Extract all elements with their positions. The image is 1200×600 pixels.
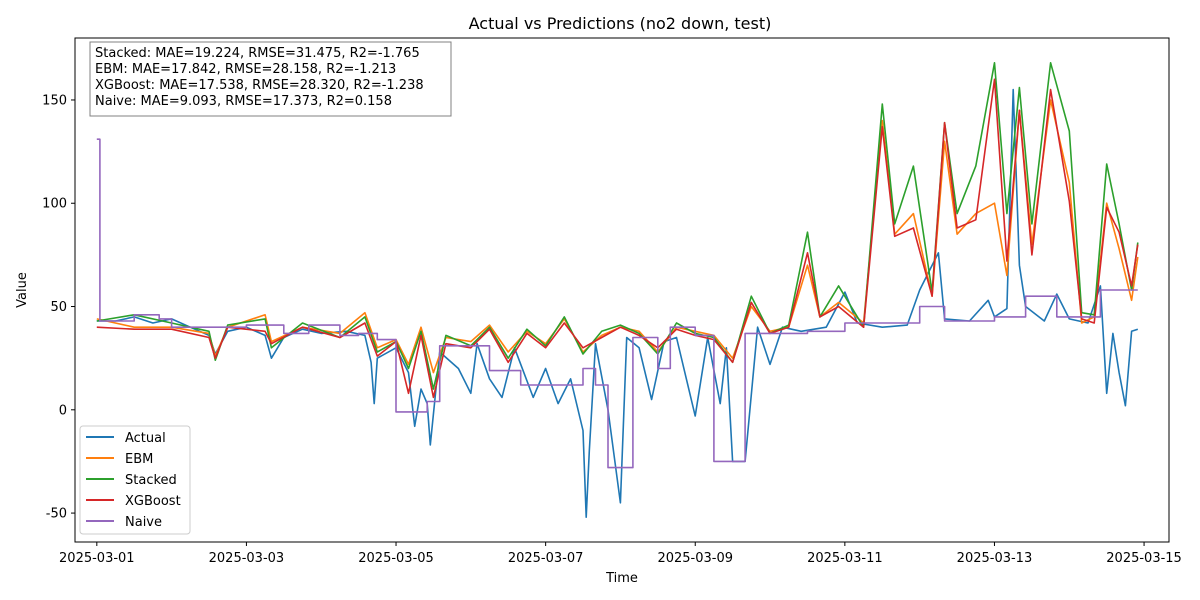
y-axis: -50 0 50 100 150 [42,93,75,522]
legend-label-actual: Actual [125,431,166,446]
y-tick-label: 100 [42,197,67,212]
metrics-line: Naive: MAE=9.093, RMSE=17.373, R2=0.158 [95,94,392,109]
x-tick-label: 2025-03-03 [209,551,285,566]
x-tick-label: 2025-03-07 [508,551,584,566]
plot-area [96,62,1139,518]
y-axis-label: Value [15,272,30,308]
chart-title: Actual vs Predictions (no2 down, test) [469,14,772,33]
plot-frame [74,37,1170,543]
x-axis: 2025-03-01 2025-03-03 2025-03-05 2025-03-07… [59,542,1182,566]
x-tick-label: 2025-03-11 [807,551,883,566]
series-line-xgboost [96,78,1139,399]
legend-label-naive: Naive [125,515,162,530]
metrics-line: XGBoost: MAE=17.538, RMSE=28.320, R2=-1.… [95,78,424,93]
x-tick-label: 2025-03-09 [657,551,733,566]
x-tick-label: 2025-03-15 [1106,551,1182,566]
y-tick-label: -50 [46,507,67,522]
y-tick-label: 50 [50,300,67,315]
x-tick-label: 2025-03-05 [358,551,434,566]
y-tick-label: 150 [42,93,67,108]
metrics-annotation: Stacked: MAE=19.224, RMSE=31.475, R2=-1.… [89,41,452,117]
metrics-line: EBM: MAE=17.842, RMSE=28.158, R2=-1.213 [95,62,396,77]
series-line-stacked [96,62,1139,390]
legend-label-stacked: Stacked [125,473,177,488]
legend-label-xgboost: XGBoost [125,494,181,509]
legend-label-ebm: EBM [125,452,153,467]
x-tick-label: 2025-03-13 [957,551,1033,566]
series-line-naive [96,138,1138,469]
x-tick-label: 2025-03-01 [59,551,135,566]
metrics-line: Stacked: MAE=19.224, RMSE=31.475, R2=-1.… [95,46,420,61]
y-tick-label: 0 [59,403,67,418]
x-axis-label: Time [605,571,638,586]
legend: Actual EBM Stacked XGBoost Naive [79,425,191,535]
